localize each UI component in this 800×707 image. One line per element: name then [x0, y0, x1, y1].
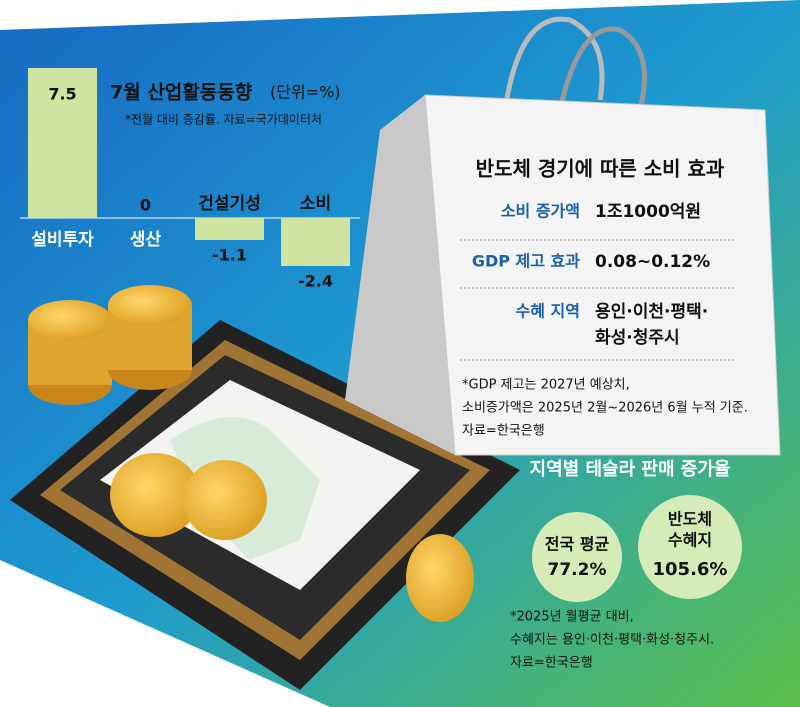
bar	[28, 68, 97, 218]
value-label: 7.5	[48, 85, 76, 104]
category-label: 건설기성	[198, 194, 261, 214]
effect-title: 반도체 경기에 따른 소비 효과	[476, 157, 725, 181]
item-value: 77.2%	[548, 560, 607, 580]
coins-illustration	[28, 285, 474, 622]
chart-title: 7월 산업활동동향	[110, 82, 253, 104]
bar	[195, 218, 264, 240]
row-value: 화성·청주시	[595, 327, 680, 348]
item-label: 전국 평균	[545, 535, 610, 554]
tesla-note: 수혜지는 용인·이천·평택·화성·청주시.	[510, 633, 714, 648]
tesla-title: 지역별 테슬라 판매 증가율	[530, 459, 731, 480]
item-value: 105.6%	[653, 559, 728, 580]
value-label: -2.4	[298, 272, 333, 291]
chart-note: *전월 대비 증감률. 자료=국가데이터처	[125, 113, 322, 127]
tesla-note: 자료=한국은행	[510, 655, 593, 671]
row-label: 수혜 지역	[516, 302, 580, 321]
category-label: 설비투자	[31, 230, 94, 250]
category-label: 소비	[300, 194, 331, 214]
value-label: 0	[140, 196, 151, 215]
item-label: 반도체	[668, 510, 712, 529]
bag-illustration	[345, 16, 781, 456]
effect-note: *GDP 제고는 2027년 예상치,	[462, 378, 630, 393]
tesla-note: *2025년 월평균 대비,	[510, 610, 634, 625]
row-label: GDP 제고 효과	[472, 252, 580, 271]
chart-unit: (단위=%)	[270, 83, 341, 102]
circle	[638, 495, 742, 599]
row-label: 소비 증가액	[501, 202, 580, 221]
effect-note: 자료=한국은행	[462, 423, 545, 439]
row-value: 용인·이천·평택·	[595, 302, 708, 322]
row-value: 0.08~0.12%	[595, 252, 710, 272]
item-label: 수혜지	[668, 531, 712, 550]
row-value: 1조1000억원	[595, 202, 701, 222]
value-label: -1.1	[212, 246, 247, 265]
category-label: 생산	[130, 230, 162, 250]
bar	[281, 218, 350, 266]
effect-note: 소비증가액은 2025년 2월~2026년 6월 누적 기준.	[462, 401, 748, 416]
circle	[532, 512, 622, 602]
